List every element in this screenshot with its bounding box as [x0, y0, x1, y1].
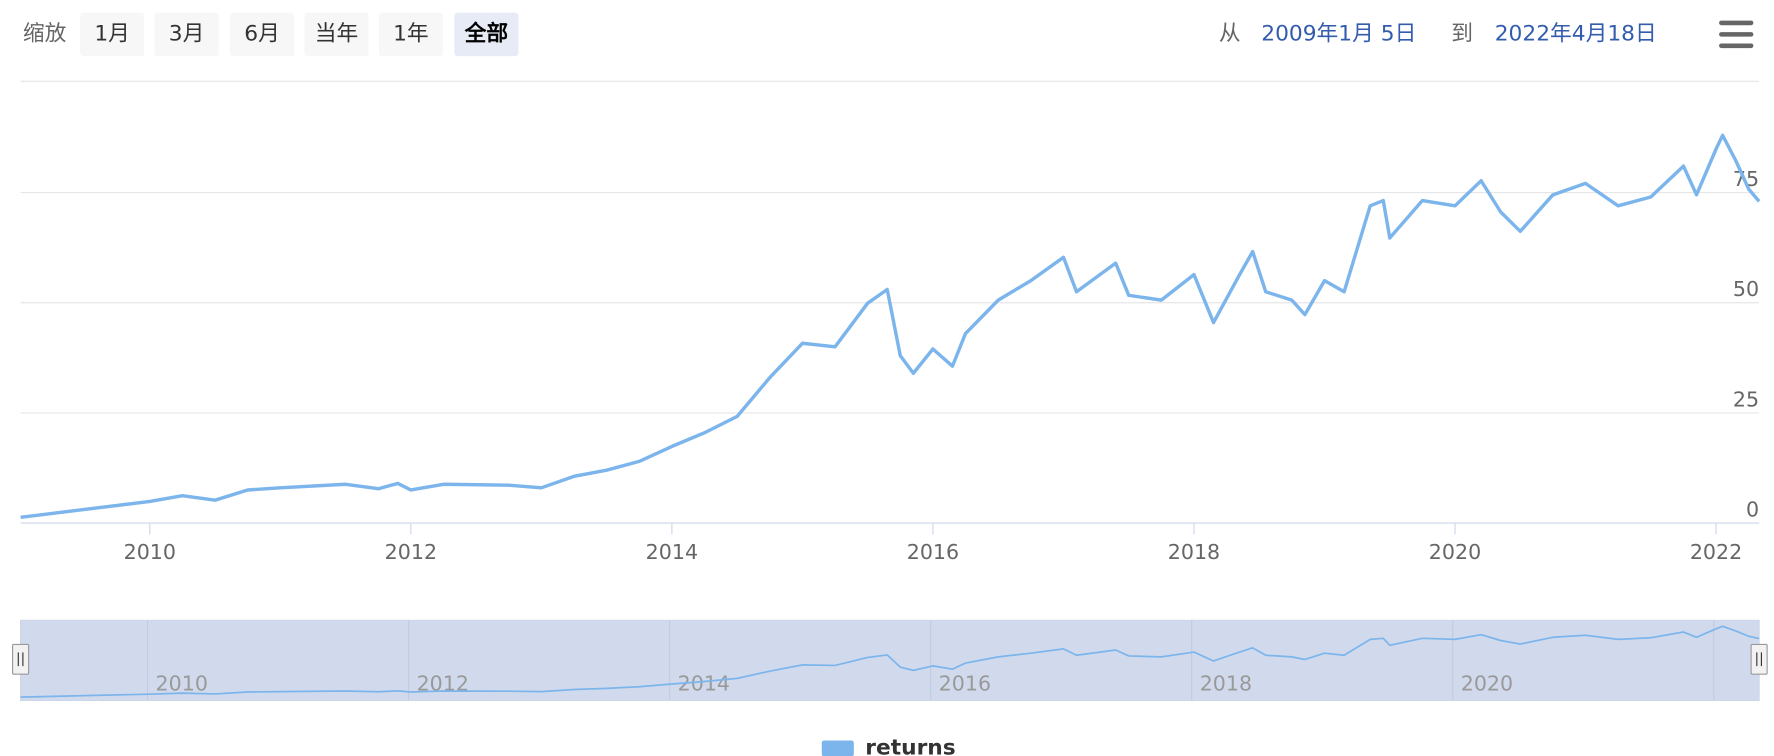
x-tick-label: 2014 — [646, 540, 698, 564]
legend-symbol[interactable] — [821, 740, 854, 756]
navigator-label: 2020 — [1461, 671, 1513, 695]
y-tick-label: 25 — [1733, 387, 1759, 411]
menu-button[interactable] — [1719, 20, 1754, 49]
range-button[interactable] — [304, 12, 369, 57]
range-button-label[interactable]: 当年 — [315, 21, 358, 46]
x-tick-label: 2022 — [1690, 540, 1742, 564]
menu-bar — [1719, 43, 1754, 49]
y-tick-label: 50 — [1733, 277, 1759, 301]
y-tick-label: 75 — [1733, 167, 1759, 191]
to-date[interactable]: 2022年4月18日 — [1495, 21, 1657, 46]
legend-label[interactable]: returns — [865, 736, 955, 756]
range-button[interactable] — [454, 12, 519, 57]
navigator-label: 2012 — [417, 671, 469, 695]
navigator-label: 2016 — [939, 671, 991, 695]
navigator-mask — [20, 619, 1760, 702]
range-button[interactable] — [230, 12, 295, 57]
to-label: 到 — [1451, 21, 1473, 46]
x-tick-label: 2016 — [907, 540, 959, 564]
series-line — [20, 133, 1761, 520]
menu-bar — [1719, 20, 1754, 26]
navigator-line — [20, 625, 1760, 699]
range-button[interactable] — [80, 12, 145, 57]
navigator-label: 2018 — [1200, 671, 1252, 695]
x-tick-label: 2018 — [1168, 540, 1220, 564]
from-date[interactable]: 2009年1月 5日 — [1261, 21, 1416, 46]
y-tick-label: 0 — [1746, 497, 1759, 521]
navigator-label: 2014 — [678, 671, 730, 695]
navigator-handle[interactable] — [1750, 643, 1768, 675]
menu-bar — [1719, 32, 1754, 37]
navigator-handle[interactable] — [12, 643, 30, 675]
x-tick-label: 2012 — [385, 540, 437, 564]
range-button-label[interactable]: 1月 — [94, 21, 130, 46]
x-tick-label: 2020 — [1429, 540, 1481, 564]
zoom-label: 缩放 — [23, 21, 67, 46]
from-label: 从 — [1219, 21, 1241, 46]
range-button[interactable] — [378, 12, 443, 57]
range-button-label[interactable]: 3月 — [169, 21, 205, 46]
range-button[interactable] — [154, 12, 219, 57]
navigator-label: 2010 — [156, 671, 208, 695]
range-button-label[interactable]: 全部 — [464, 20, 509, 46]
range-button-label[interactable]: 6月 — [244, 21, 280, 46]
range-button-label[interactable]: 1年 — [393, 21, 429, 46]
x-tick-label: 2010 — [124, 540, 176, 564]
